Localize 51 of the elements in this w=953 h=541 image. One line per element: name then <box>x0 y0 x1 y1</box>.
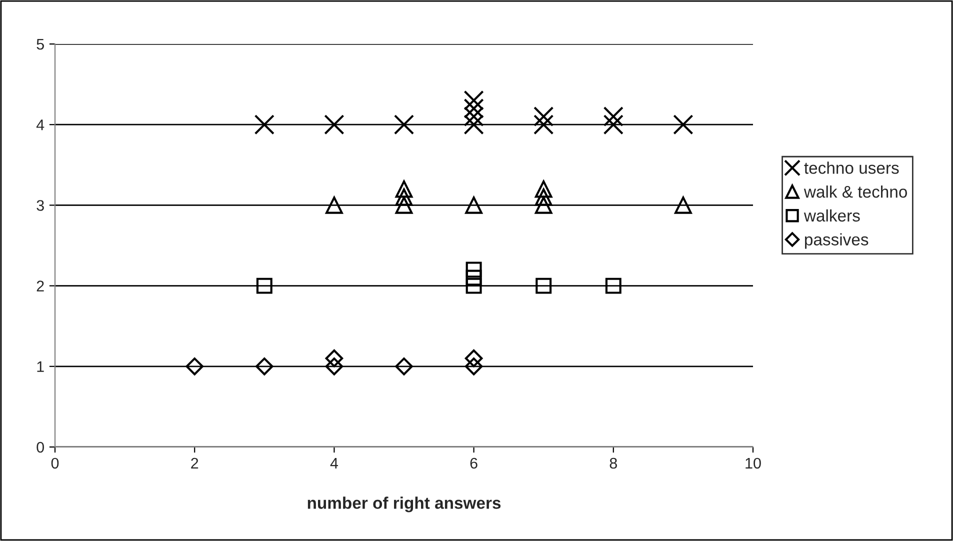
point <box>395 358 413 376</box>
y-tick-label: 2 <box>36 280 44 292</box>
legend-label: techno users <box>804 162 899 174</box>
point <box>674 196 692 214</box>
x-tick-label: 10 <box>746 458 761 469</box>
point <box>325 358 344 376</box>
x-tick-label: 0 <box>51 458 59 469</box>
x-tick-label: 4 <box>330 458 338 468</box>
point <box>254 114 274 135</box>
point <box>395 180 413 198</box>
point <box>395 196 413 214</box>
point <box>534 106 554 127</box>
x-tick-label: 6 <box>470 458 478 469</box>
y-tick-label: 1 <box>37 361 44 372</box>
legend-label: walk & techno <box>804 185 907 198</box>
point <box>325 349 344 368</box>
point <box>186 358 204 376</box>
point <box>326 196 343 214</box>
point <box>536 278 552 294</box>
point <box>394 114 414 135</box>
point <box>464 106 484 127</box>
point <box>603 114 624 135</box>
x-tick-label: 8 <box>610 458 617 469</box>
x-tick-label: 2 <box>191 458 198 468</box>
x-axis-title: number of right answers <box>308 496 501 512</box>
point <box>324 114 344 135</box>
y-tick-label: 5 <box>36 39 44 50</box>
point <box>603 106 624 127</box>
point <box>534 180 552 198</box>
point <box>466 278 482 294</box>
y-tick-label: 4 <box>36 120 44 130</box>
point <box>465 196 482 214</box>
point <box>464 349 483 368</box>
point <box>605 278 622 294</box>
legend-label: walkers <box>804 209 860 222</box>
point <box>466 262 482 278</box>
point <box>464 358 483 376</box>
point <box>395 188 413 206</box>
point <box>534 188 552 206</box>
point <box>464 114 484 135</box>
point <box>256 278 272 294</box>
point <box>464 98 484 119</box>
y-tick-label: 3 <box>36 200 44 211</box>
legend-label: passives <box>805 233 868 249</box>
y-tick-label: 0 <box>36 442 44 453</box>
point <box>256 358 274 376</box>
point <box>534 196 552 214</box>
point <box>464 90 484 110</box>
point <box>466 270 482 286</box>
point <box>534 114 554 135</box>
point <box>673 114 694 135</box>
